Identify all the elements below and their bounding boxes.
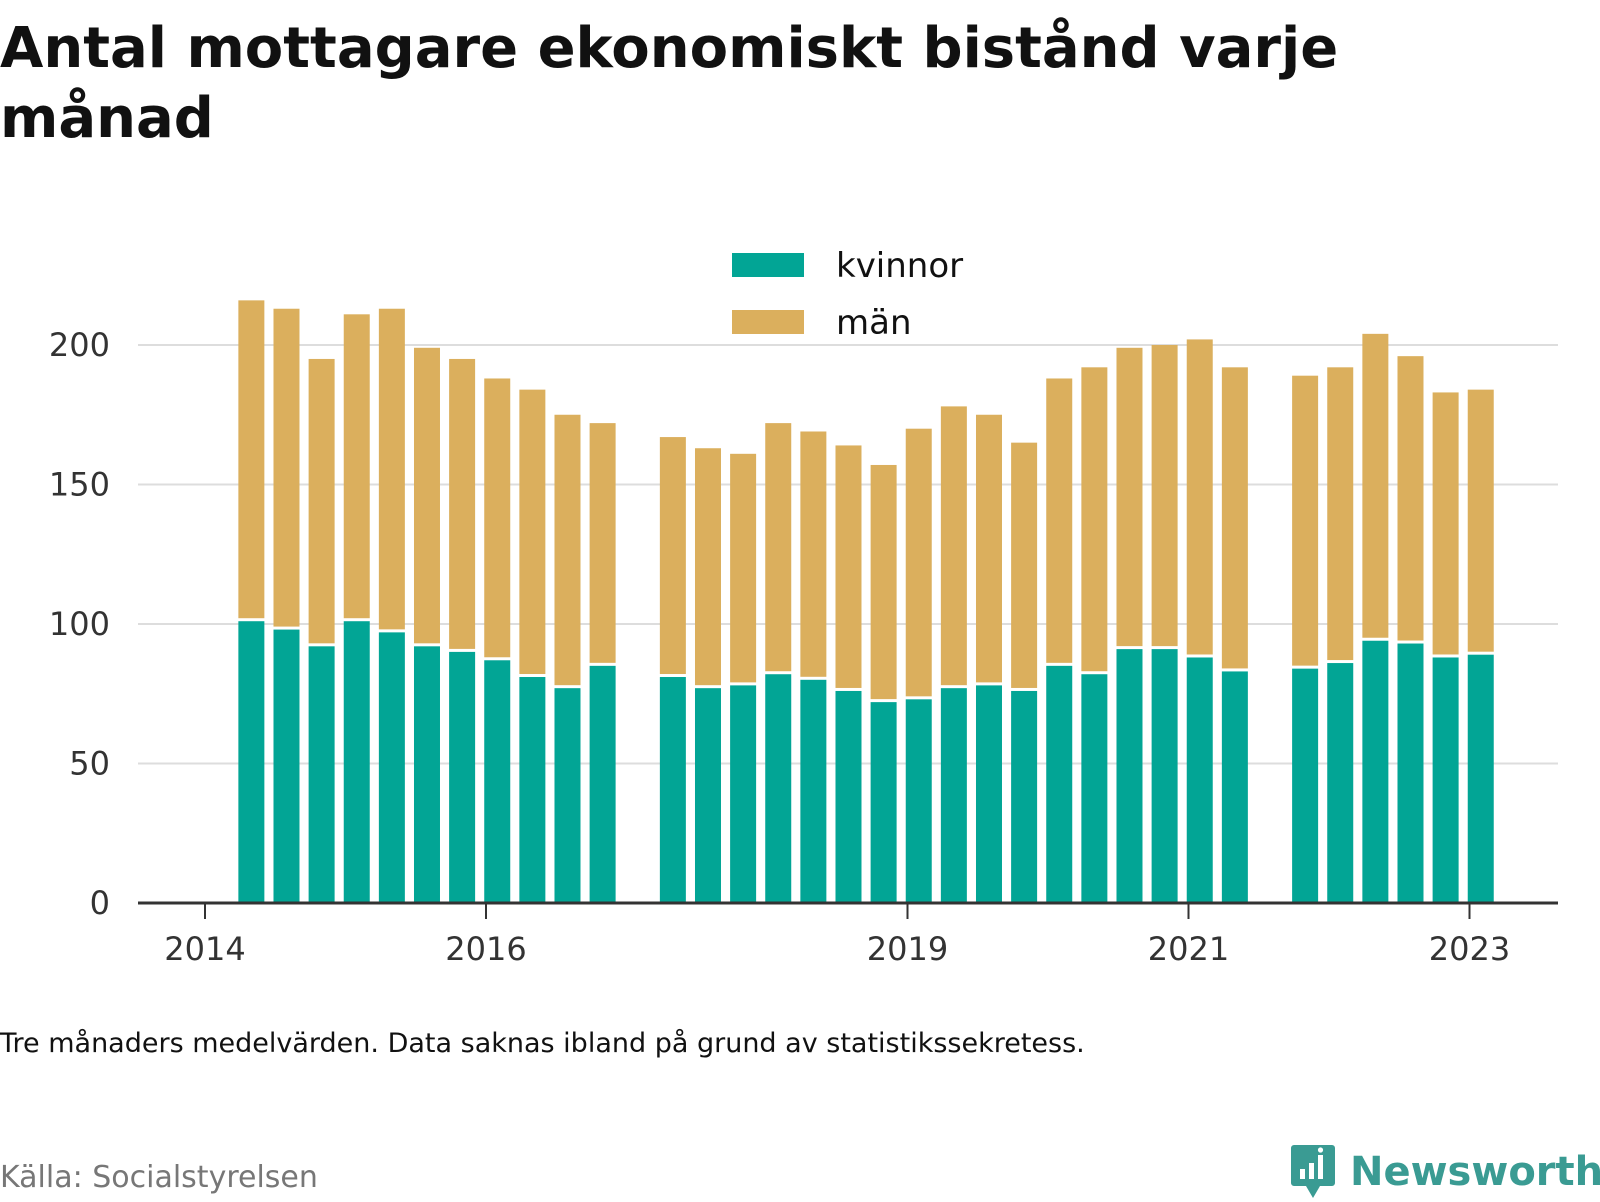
axes-layer: 0 50 100 150 200 2014 2016 2019 2021 2023 <box>49 326 1558 968</box>
bar-man <box>1046 378 1073 663</box>
bar-man <box>905 428 932 697</box>
bar-kvinnor <box>1151 649 1178 903</box>
x-tick-label: 2014 <box>164 930 245 968</box>
bar-man <box>1186 339 1213 655</box>
bar-kvinnor <box>554 688 581 903</box>
bar-kvinnor <box>1362 640 1389 903</box>
bar-man <box>1151 345 1178 647</box>
bar-man <box>1467 389 1494 652</box>
bar-man <box>1327 367 1354 661</box>
bar-kvinnor <box>1221 671 1248 903</box>
legend-label-kvinnor: kvinnor <box>836 246 963 286</box>
bar-kvinnor <box>870 702 897 903</box>
bar-man <box>519 389 546 675</box>
bar-kvinnor <box>905 699 932 903</box>
y-tick-label: 100 <box>49 605 110 643</box>
y-tick-label: 200 <box>49 326 110 364</box>
bar-kvinnor <box>273 629 300 903</box>
bar-man <box>940 406 967 686</box>
bar-man <box>589 423 616 663</box>
brand-logo[interactable]: Newsworthy <box>1290 1142 1600 1202</box>
x-tick-label: 2016 <box>445 930 526 968</box>
bar-man <box>273 308 300 627</box>
bar-kvinnor <box>659 677 686 903</box>
bar-man <box>1116 347 1143 647</box>
legend: kvinnor män <box>712 232 984 344</box>
bar-man <box>1081 367 1108 672</box>
bar-man <box>765 423 792 672</box>
bar-man <box>1221 367 1248 669</box>
bar-kvinnor <box>308 646 335 903</box>
bar-kvinnor <box>1116 649 1143 903</box>
x-tick-label: 2021 <box>1148 930 1229 968</box>
bar-kvinnor <box>589 665 616 903</box>
bar-kvinnor <box>413 646 440 903</box>
bar-man <box>1397 356 1424 641</box>
bar-kvinnor <box>1046 665 1073 903</box>
bar-man <box>378 308 405 630</box>
bar-kvinnor <box>484 660 511 903</box>
bar-kvinnor <box>1432 657 1459 903</box>
chart-title: Antal mottagare ekonomiskt bistånd varje… <box>0 16 1339 151</box>
x-tick-label: 2019 <box>867 930 948 968</box>
bar-kvinnor <box>449 651 476 903</box>
bar-man <box>554 414 581 686</box>
bar-man <box>413 347 440 644</box>
bar-kvinnor <box>1327 663 1354 903</box>
bar-man <box>1292 375 1319 666</box>
bar-kvinnor <box>1397 643 1424 903</box>
legend-swatch-man <box>732 310 804 334</box>
bar-kvinnor <box>519 677 546 903</box>
bar-man <box>694 448 721 686</box>
bar-man <box>238 300 265 619</box>
bar-man <box>975 414 1002 683</box>
bar-kvinnor <box>975 685 1002 903</box>
footnote: Tre månaders medelvärden. Data saknas ib… <box>0 1028 1085 1059</box>
bar-kvinnor <box>940 688 967 903</box>
bar-kvinnor <box>1467 654 1494 903</box>
bar-man <box>484 378 511 658</box>
bar-man <box>835 445 862 688</box>
bar-man <box>870 464 897 700</box>
y-tick-label: 150 <box>49 466 110 504</box>
bar-man <box>1432 392 1459 655</box>
bar-kvinnor <box>765 674 792 903</box>
bar-kvinnor <box>1292 668 1319 903</box>
bar-kvinnor <box>1186 657 1213 903</box>
bar-man <box>343 314 370 619</box>
source-label: Källa: Socialstyrelsen <box>0 1160 318 1195</box>
bar-man <box>1362 333 1389 638</box>
bar-man <box>308 358 335 644</box>
bar-man <box>800 431 827 677</box>
x-tick-label: 2023 <box>1429 930 1510 968</box>
bar-man <box>449 358 476 649</box>
bar-kvinnor <box>1011 690 1038 903</box>
bar-kvinnor <box>835 690 862 903</box>
legend-label-man: män <box>836 303 912 343</box>
bar-man <box>730 453 757 683</box>
stacked-bar-chart: 0 50 100 150 200 2014 2016 2019 2021 2023 kvinnor… <box>48 232 1558 968</box>
newsworthy-logo-icon <box>1291 1145 1335 1198</box>
bar-kvinnor <box>343 621 370 903</box>
bar-kvinnor <box>694 688 721 903</box>
bar-kvinnor <box>800 679 827 903</box>
bar-man <box>1011 442 1038 688</box>
bar-kvinnor <box>238 621 265 903</box>
y-tick-label: 0 <box>90 884 110 922</box>
bar-kvinnor <box>1081 674 1108 903</box>
bar-kvinnor <box>378 632 405 903</box>
brand-name: Newsworthy <box>1350 1149 1600 1195</box>
bars-layer <box>238 300 1494 903</box>
legend-swatch-kvinnor <box>732 253 804 277</box>
y-tick-label: 50 <box>69 745 110 783</box>
bar-kvinnor <box>730 685 757 903</box>
bar-man <box>659 437 686 675</box>
